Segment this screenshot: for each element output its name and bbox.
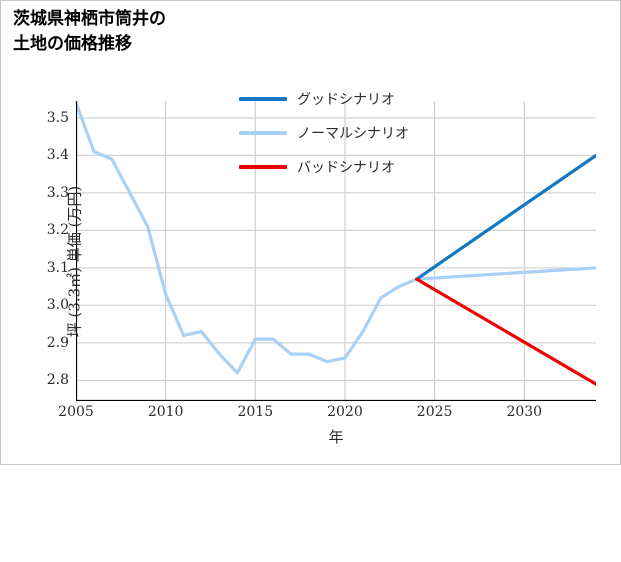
y-tick-label: 3.2: [46, 222, 69, 239]
legend-label-normal: ノーマルシナリオ: [297, 126, 409, 142]
series-line-1: [76, 101, 596, 375]
plot-area: 2.8 2.9 3.0 3.1 3.2 3.3 3.4 3.5 2005 2010 2015 202…: [47, 92, 596, 446]
x-axis-label: 年: [328, 428, 344, 446]
y-tick-label: 3.3: [46, 184, 69, 201]
legend-item-bad[interactable]: バッドシナリオ: [239, 157, 409, 177]
x-tick-label: 2020: [327, 404, 363, 420]
series-line-0: [415, 153, 596, 281]
chart-legend: グッドシナリオ ノーマルシナリオ バッドシナリオ: [239, 89, 409, 177]
chart-frame: 茨城県神栖市筒井の 土地の価格推移 2.8 2.9 3.0 3.1 3.2 3.3 3.4 3…: [0, 0, 621, 465]
y-tick-label: 3.0: [46, 297, 69, 314]
x-tick-label: 2025: [416, 404, 453, 420]
x-tick-label: 2010: [147, 404, 184, 420]
series-line-2: [415, 277, 596, 386]
x-tick-label: 2005: [58, 404, 94, 420]
y-tick-label: 3.1: [46, 259, 69, 276]
x-tick-label: 2015: [237, 404, 274, 420]
legend-swatch-bad: [239, 165, 287, 169]
y-tick-label: 3.4: [46, 147, 69, 164]
legend-label-good: グッドシナリオ: [297, 92, 395, 108]
page-title: 茨城県神栖市筒井の 土地の価格推移: [13, 9, 166, 53]
legend-item-good[interactable]: グッドシナリオ: [239, 89, 409, 109]
legend-swatch-normal: [239, 131, 287, 135]
legend-item-normal[interactable]: ノーマルシナリオ: [239, 123, 409, 143]
y-tick-label: 3.5: [46, 109, 69, 126]
x-tick-label: 2030: [506, 404, 543, 420]
chart-canvas: [76, 101, 596, 401]
series-lines: [76, 101, 596, 386]
y-tick-label: 2.9: [46, 334, 69, 351]
y-tick-label: 2.8: [46, 372, 69, 389]
legend-swatch-good: [239, 97, 287, 101]
gridlines: [76, 101, 596, 401]
legend-label-bad: バッドシナリオ: [297, 160, 395, 176]
